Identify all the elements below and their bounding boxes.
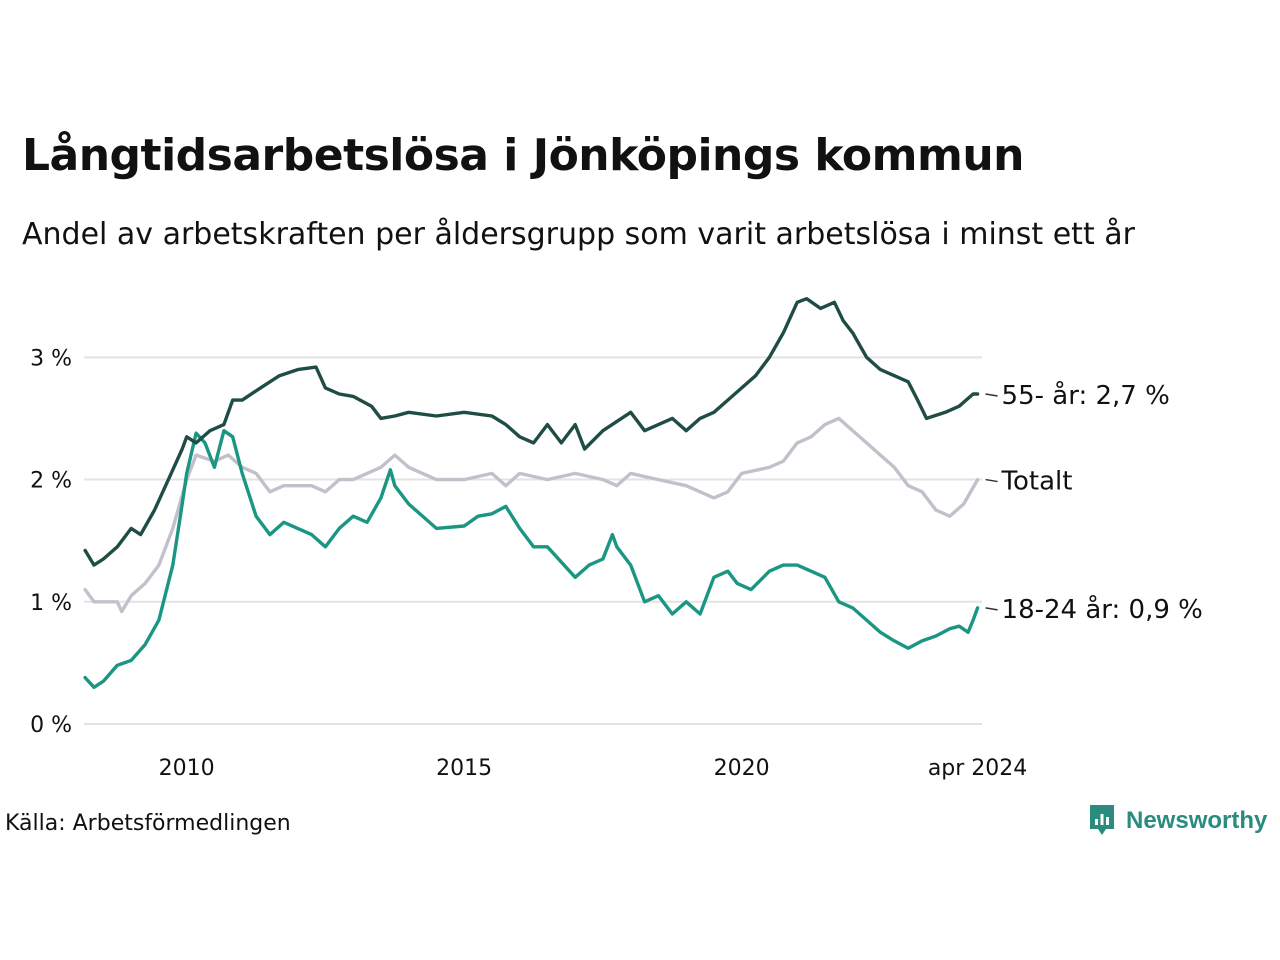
newsworthy-logo-text: Newsworthy xyxy=(1126,807,1268,834)
series-end-labels: 55- år: 2,7 % Totalt 18-24 år: 0,9 % xyxy=(985,380,1203,625)
series-lines xyxy=(83,297,980,689)
end-label-connector xyxy=(985,607,998,611)
newsworthy-logo-icon xyxy=(1090,805,1114,835)
x-tick-label: 2015 xyxy=(436,756,492,781)
y-tick-label: 3 % xyxy=(30,346,72,371)
grid-lines xyxy=(84,356,982,725)
series-line-18-24 xyxy=(83,429,980,689)
chart-subtitle: Andel av arbetskraften per åldersgrupp s… xyxy=(22,217,1135,252)
y-tick-label: 2 % xyxy=(30,469,72,494)
end-label-connector xyxy=(985,393,998,397)
series-line-totalt xyxy=(83,416,980,614)
end-label-18-24: 18-24 år: 0,9 % xyxy=(1002,594,1203,625)
chart-title: Långtidsarbetslösa i Jönköpings kommun xyxy=(22,130,1025,181)
x-tick-label: 2010 xyxy=(159,756,215,781)
end-label-totalt: Totalt xyxy=(1001,467,1073,497)
y-tick-label: 0 % xyxy=(30,713,72,738)
end-label-55-plus: 55- år: 2,7 % xyxy=(1002,380,1170,411)
newsworthy-logo[interactable]: Newsworthy xyxy=(1088,803,1267,839)
y-tick-label: 1 % xyxy=(30,591,72,616)
x-tick-label: 2020 xyxy=(714,756,770,781)
series-line-55-plus xyxy=(83,297,980,567)
x-tick-label: apr 2024 xyxy=(928,756,1027,781)
source-note: Källa: Arbetsförmedlingen xyxy=(5,811,291,836)
y-axis-ticks: 0 % 1 % 2 % 3 % xyxy=(30,346,72,738)
end-label-connector xyxy=(985,478,998,483)
x-axis-ticks: 2010 2015 2020 apr 2024 xyxy=(159,756,1028,781)
